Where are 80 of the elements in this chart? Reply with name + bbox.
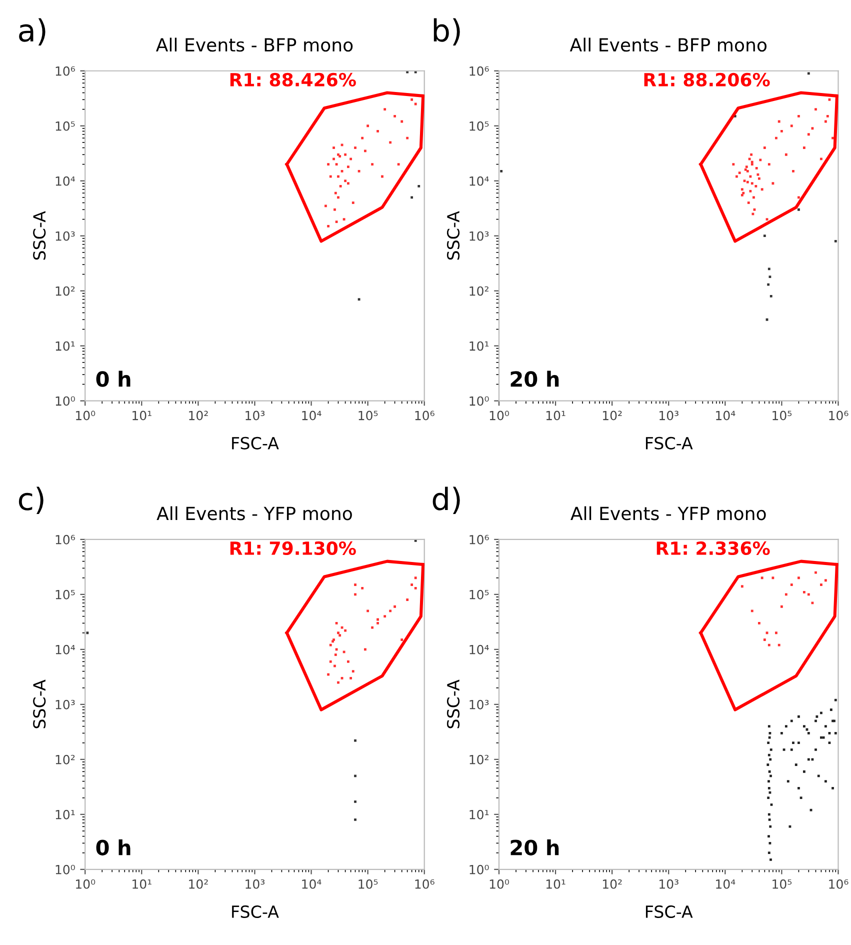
x-tick-label: 10² [602, 879, 622, 889]
x-tick-label: 10⁰ [490, 410, 510, 420]
text: a) [19, 18, 46, 46]
x-tick-label: 10⁴ [302, 879, 322, 889]
x-tick-label: 10⁴ [716, 879, 736, 889]
y-tick-label: 10⁴ [56, 644, 75, 654]
chart-title: All Events - BFP mono [570, 38, 767, 52]
chart-title: All Events - YFP mono [570, 506, 766, 520]
y-axis-title: SSC-A [446, 680, 460, 728]
y-tick-label: 10³ [470, 700, 489, 710]
annotation: R1: 88.426% [230, 72, 356, 86]
y-tick-label: 10⁴ [470, 644, 489, 654]
annotation: 0 h [96, 370, 130, 387]
y-tick-label: 10¹ [470, 341, 489, 351]
y-tick-label: 10² [56, 286, 75, 296]
x-tick-label: 10⁵ [772, 879, 792, 889]
x-tick-label: 10⁰ [76, 879, 96, 889]
x-tick-label: 10² [189, 879, 208, 889]
y-tick-label: 10⁵ [470, 590, 489, 600]
y-tick-label: 10⁵ [56, 590, 75, 600]
annotation: R1: 79.130% [230, 541, 356, 556]
y-tick-label: 10² [56, 754, 75, 764]
text: b) [434, 18, 460, 46]
x-axis-title: FSC-A [646, 905, 693, 918]
y-tick-label: 10⁰ [56, 396, 75, 406]
y-tick-label: 10² [470, 754, 488, 764]
x-tick-label: 10² [602, 410, 622, 420]
y-tick-label: 10⁶ [56, 534, 75, 544]
y-axis-title: SSC-A [446, 211, 460, 260]
y-tick-label: 10³ [56, 231, 75, 241]
chart-title: All Events - BFP mono [156, 38, 353, 52]
y-tick-label: 10³ [56, 700, 75, 710]
x-axis-title: FSC-A [232, 905, 279, 918]
y-tick-label: 10⁴ [56, 176, 75, 186]
x-tick-label: 10⁴ [716, 410, 736, 420]
x-tick-label: 10³ [246, 879, 265, 889]
x-axis-title: FSC-A [646, 436, 693, 450]
y-tick-label: 10⁶ [56, 66, 75, 76]
y-tick-label: 10¹ [56, 810, 75, 820]
x-tick-label: 10⁶ [415, 410, 434, 420]
y-tick-label: 10⁶ [470, 66, 489, 76]
x-tick-label: 10⁶ [829, 879, 848, 889]
annotation: 20 h [510, 839, 559, 856]
x-tick-label: 10³ [660, 410, 678, 420]
y-tick-label: 10⁰ [56, 864, 75, 874]
x-tick-label: 10³ [246, 410, 265, 420]
y-tick-label: 10⁰ [470, 396, 489, 406]
annotation: R1: 2.336% [656, 541, 770, 556]
x-tick-label: 10⁵ [772, 410, 792, 420]
x-tick-label: 10⁴ [302, 410, 322, 420]
y-tick-label: 10⁰ [470, 864, 489, 874]
x-tick-label: 10² [189, 410, 208, 420]
x-tick-label: 10¹ [546, 879, 566, 889]
chart-title: All Events - YFP mono [156, 506, 352, 520]
y-tick-label: 10⁵ [470, 121, 489, 131]
x-tick-label: 10¹ [132, 879, 152, 889]
y-tick-label: 10¹ [470, 810, 489, 820]
y-tick-label: 10³ [470, 231, 489, 241]
y-tick-label: 10¹ [56, 341, 75, 351]
x-tick-label: 10⁶ [829, 410, 848, 420]
x-tick-label: 10⁰ [76, 410, 96, 420]
x-tick-label: 10⁵ [358, 410, 378, 420]
x-tick-label: 10¹ [546, 410, 566, 420]
x-tick-label: 10¹ [132, 410, 152, 420]
x-tick-label: 10⁶ [415, 879, 434, 889]
y-axis-title: SSC-A [33, 680, 46, 728]
text: d) [432, 486, 460, 514]
y-tick-label: 10⁶ [470, 534, 489, 544]
annotation: 20 h [510, 370, 559, 387]
text: c) [18, 486, 44, 514]
y-tick-label: 10⁴ [470, 176, 489, 186]
y-tick-label: 10² [470, 286, 488, 296]
annotation: 0 h [96, 839, 130, 856]
y-tick-label: 10⁵ [56, 121, 75, 131]
y-axis-title: SSC-A [33, 211, 46, 260]
x-tick-label: 10³ [660, 879, 678, 889]
annotation: R1: 88.206% [644, 72, 770, 86]
x-tick-label: 10⁰ [490, 879, 510, 889]
x-axis-title: FSC-A [232, 436, 279, 450]
x-tick-label: 10⁵ [358, 879, 378, 889]
